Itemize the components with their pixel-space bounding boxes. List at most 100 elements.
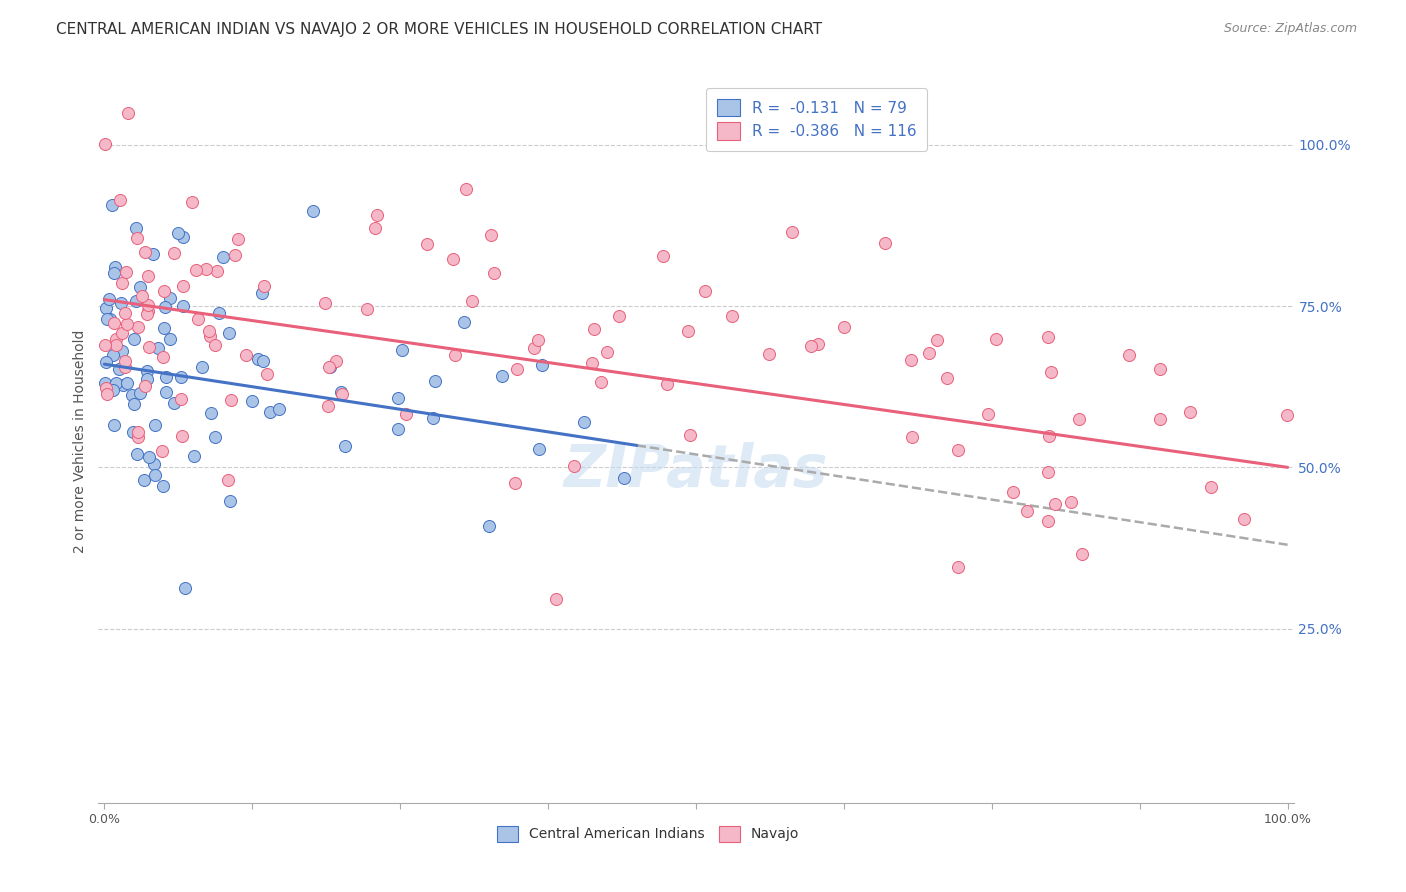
Point — [335, 439, 357, 453]
Point — [200, 406, 222, 420]
Point — [422, 411, 444, 425]
Point — [163, 396, 186, 410]
Point — [127, 430, 149, 444]
Point — [1060, 495, 1083, 509]
Point — [1149, 362, 1171, 376]
Point — [1149, 412, 1171, 426]
Point — [332, 386, 354, 401]
Point — [530, 358, 553, 372]
Point — [242, 393, 264, 408]
Point — [330, 385, 353, 400]
Point — [159, 332, 181, 346]
Point — [918, 345, 941, 359]
Point — [387, 391, 409, 405]
Point — [1178, 405, 1201, 419]
Point — [679, 428, 702, 442]
Point — [184, 263, 207, 277]
Point — [544, 591, 567, 606]
Point — [936, 370, 959, 384]
Point — [235, 348, 257, 362]
Point — [1039, 365, 1062, 379]
Point — [325, 353, 347, 368]
Point — [174, 581, 197, 595]
Point — [319, 359, 342, 374]
Point — [423, 374, 446, 388]
Point — [111, 344, 134, 359]
Point — [314, 295, 336, 310]
Point — [925, 333, 948, 347]
Point — [170, 429, 193, 443]
Point — [136, 304, 159, 318]
Point — [98, 311, 121, 326]
Point — [96, 312, 118, 326]
Point — [108, 194, 131, 208]
Point — [454, 181, 477, 195]
Point — [131, 289, 153, 303]
Point — [217, 473, 239, 487]
Point — [150, 444, 173, 458]
Point — [205, 264, 228, 278]
Point — [318, 359, 340, 374]
Point — [901, 430, 924, 444]
Point — [101, 198, 124, 212]
Point — [1071, 547, 1094, 561]
Point — [114, 359, 136, 374]
Point — [198, 324, 221, 338]
Point — [121, 387, 143, 401]
Point — [94, 338, 117, 352]
Point — [187, 312, 209, 326]
Point — [115, 376, 138, 391]
Point — [366, 208, 388, 222]
Point — [1233, 512, 1256, 526]
Text: Source: ZipAtlas.com: Source: ZipAtlas.com — [1223, 22, 1357, 36]
Point — [172, 230, 194, 244]
Point — [1067, 412, 1090, 426]
Point — [152, 478, 174, 492]
Point — [94, 301, 117, 315]
Point — [170, 392, 193, 406]
Point — [107, 362, 129, 376]
Point — [651, 249, 673, 263]
Point — [1038, 514, 1060, 528]
Point — [491, 369, 513, 384]
Point — [125, 294, 148, 309]
Point — [301, 203, 323, 218]
Point — [153, 284, 176, 298]
Point — [832, 320, 855, 334]
Y-axis label: 2 or more Vehicles in Household: 2 or more Vehicles in Household — [73, 330, 87, 553]
Point — [104, 332, 127, 346]
Point — [259, 405, 281, 419]
Point — [143, 457, 166, 471]
Point — [138, 298, 160, 312]
Point — [226, 232, 249, 246]
Point — [128, 280, 150, 294]
Point — [900, 353, 922, 368]
Point — [98, 292, 121, 306]
Point — [183, 449, 205, 463]
Point — [416, 237, 439, 252]
Point — [181, 195, 204, 210]
Point — [655, 377, 678, 392]
Point — [122, 397, 145, 411]
Point — [441, 252, 464, 266]
Point — [96, 387, 118, 401]
Point — [256, 367, 278, 381]
Point — [977, 407, 1000, 421]
Point — [581, 356, 603, 370]
Point — [134, 245, 156, 260]
Point — [117, 105, 139, 120]
Point — [190, 360, 212, 375]
Point — [155, 385, 177, 400]
Point — [1036, 330, 1059, 344]
Point — [103, 348, 125, 362]
Point — [103, 316, 125, 330]
Point — [127, 425, 149, 439]
Point — [103, 267, 125, 281]
Legend: Central American Indians, Navajo: Central American Indians, Navajo — [489, 817, 807, 850]
Point — [198, 329, 221, 343]
Point — [127, 320, 149, 334]
Point — [269, 401, 291, 416]
Point — [143, 467, 166, 482]
Point — [607, 309, 630, 323]
Point — [391, 343, 413, 358]
